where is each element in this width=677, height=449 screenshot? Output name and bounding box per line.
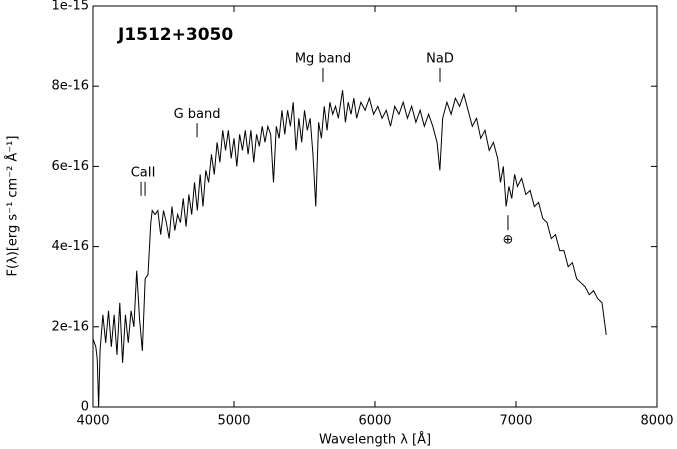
- x-tick-label: 5000: [217, 414, 250, 429]
- y-tick-label: 0: [81, 400, 89, 415]
- x-axis-label: Wavelength λ [Å]: [319, 432, 431, 448]
- x-tick-label: 7000: [499, 414, 532, 429]
- plot-frame: [92, 5, 658, 408]
- y-tick-label: 4e-16: [51, 239, 89, 254]
- y-tick-label: 6e-16: [51, 159, 89, 174]
- annotation-label: ⊕: [503, 233, 514, 248]
- x-tick-label: 4000: [76, 414, 109, 429]
- x-tick-label: 6000: [358, 414, 391, 429]
- y-tick-label: 2e-16: [51, 319, 89, 334]
- y-axis-label: F(λ)[erg s⁻¹ cm⁻² Å⁻¹]: [5, 136, 21, 277]
- y-tick-label: 8e-16: [51, 79, 89, 94]
- annotation-label: NaD: [426, 51, 454, 66]
- annotation-label: G band: [174, 107, 221, 122]
- chart-title: J1512+3050: [117, 25, 233, 45]
- spectrum-line: [92, 90, 607, 408]
- annotation-label: Mg band: [295, 51, 351, 66]
- y-tick-label: 1e-15: [51, 0, 89, 14]
- x-tick-label: 8000: [640, 414, 673, 429]
- annotation-label: CaII: [131, 165, 156, 180]
